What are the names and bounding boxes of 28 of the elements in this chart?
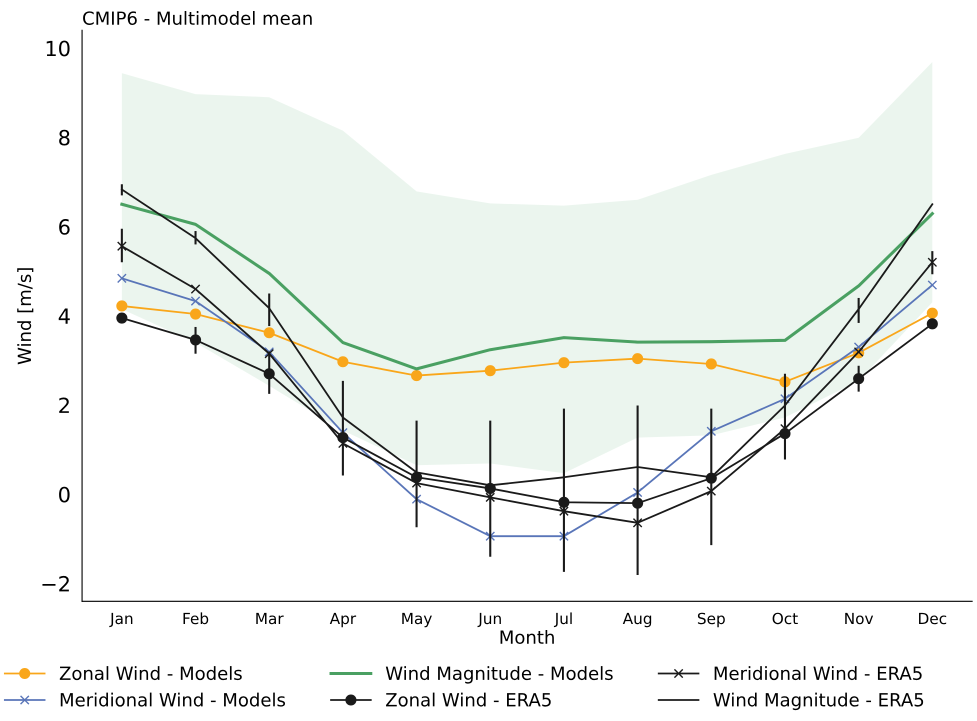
legend-label: Meridional Wind - Models [60, 692, 286, 707]
y-tick-label: 10 [46, 40, 70, 56]
x-axis-title: Month [500, 630, 554, 644]
x-tick-label: May [402, 612, 432, 628]
x-tick-label: Nov [845, 612, 874, 624]
legend-label: Zonal Wind - ERA5 [386, 692, 551, 707]
x-tick-label: Oct [772, 612, 798, 624]
chart-title: CMIP6 - Multimodel mean [83, 11, 312, 25]
y-tick-label: 6 [59, 219, 70, 235]
x-tick-label: Apr [330, 612, 356, 628]
x-tick-label: Feb [184, 612, 208, 624]
y-tick-label: 0 [59, 486, 70, 502]
x-tick-label: Sep [698, 612, 725, 628]
x-tick-label: Mar [256, 612, 284, 624]
x-tick-label: Jul [554, 612, 572, 628]
x-tick-label: Aug [622, 612, 652, 628]
x-tick-label: Jun [478, 612, 501, 628]
legend-label: Zonal Wind - Models [60, 666, 242, 680]
y-axis-title: Wind [m/s] [17, 268, 34, 364]
legend-label: Meridional Wind - ERA5 [714, 666, 922, 680]
y-tick-label: 4 [58, 308, 70, 324]
y-tick-label: −2 [42, 576, 69, 592]
legend-label: Wind Magnitude - Models [386, 666, 613, 684]
legend-label: Wind Magnitude - ERA5 [714, 692, 924, 710]
y-tick-label: 2 [59, 397, 69, 413]
x-tick-label: Jan [109, 612, 132, 628]
x-tick-label: Dec [919, 612, 946, 624]
y-tick-label: 8 [59, 130, 70, 146]
